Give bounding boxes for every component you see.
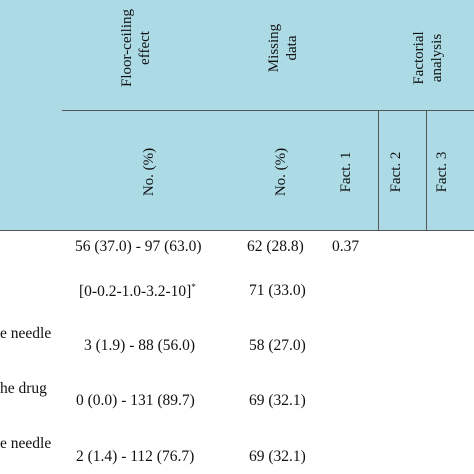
no-pct-missing-header: No. (%) [273, 147, 289, 197]
missing-line1: Missing [266, 23, 282, 73]
col-divider-fact3 [426, 110, 427, 230]
floor-ceiling-line2: effect [137, 31, 153, 65]
missing-line2: data [284, 35, 300, 61]
fact1-cell: 0.37 [332, 238, 360, 255]
missing-cell: 71 (33.0) [249, 282, 306, 299]
header-subrule [62, 110, 474, 111]
floor-ceiling-line1: Floor-ceiling [119, 8, 135, 88]
floor-ceiling-value: [0-0.2-1.0-3.2-10] [79, 283, 192, 301]
floor-ceiling-header: Floor-ceiling effect [118, 0, 158, 98]
missing-cell: 69 (32.1) [249, 448, 306, 465]
table-header [0, 0, 474, 230]
floor-ceiling-cell: 3 (1.9) - 88 (56.0) [84, 337, 196, 354]
header-bottom-rule [0, 230, 474, 231]
row-label: e needle [0, 325, 52, 342]
floor-ceiling-cell: 56 (37.0) - 97 (63.0) [75, 238, 202, 255]
factorial-analysis-header: Factorial analysis [410, 18, 450, 98]
fact3-header: Fact. 3 [434, 151, 450, 193]
factorial-line2: analysis [429, 33, 445, 83]
footnote-marker: * [191, 282, 196, 292]
floor-ceiling-cell: 0 (0.0) - 131 (89.7) [76, 392, 195, 409]
missing-cell: 58 (27.0) [249, 337, 306, 354]
fact1-header: Fact. 1 [338, 151, 354, 193]
missing-cell: 69 (32.1) [249, 392, 306, 409]
floor-ceiling-cell: [0-0.2-1.0-3.2-10]* [79, 282, 196, 301]
row-label: he drug [0, 380, 47, 397]
floor-ceiling-cell: 2 (1.4) - 112 (76.7) [76, 448, 195, 465]
no-pct-floor-header: No. (%) [141, 147, 157, 197]
fact2-header: Fact. 2 [388, 151, 404, 193]
factorial-line1: Factorial [411, 31, 427, 85]
missing-cell: 62 (28.8) [247, 238, 304, 255]
missing-data-header: Missing data [265, 8, 305, 88]
col-divider-fact2 [378, 110, 379, 230]
row-label: e needle [0, 435, 52, 452]
